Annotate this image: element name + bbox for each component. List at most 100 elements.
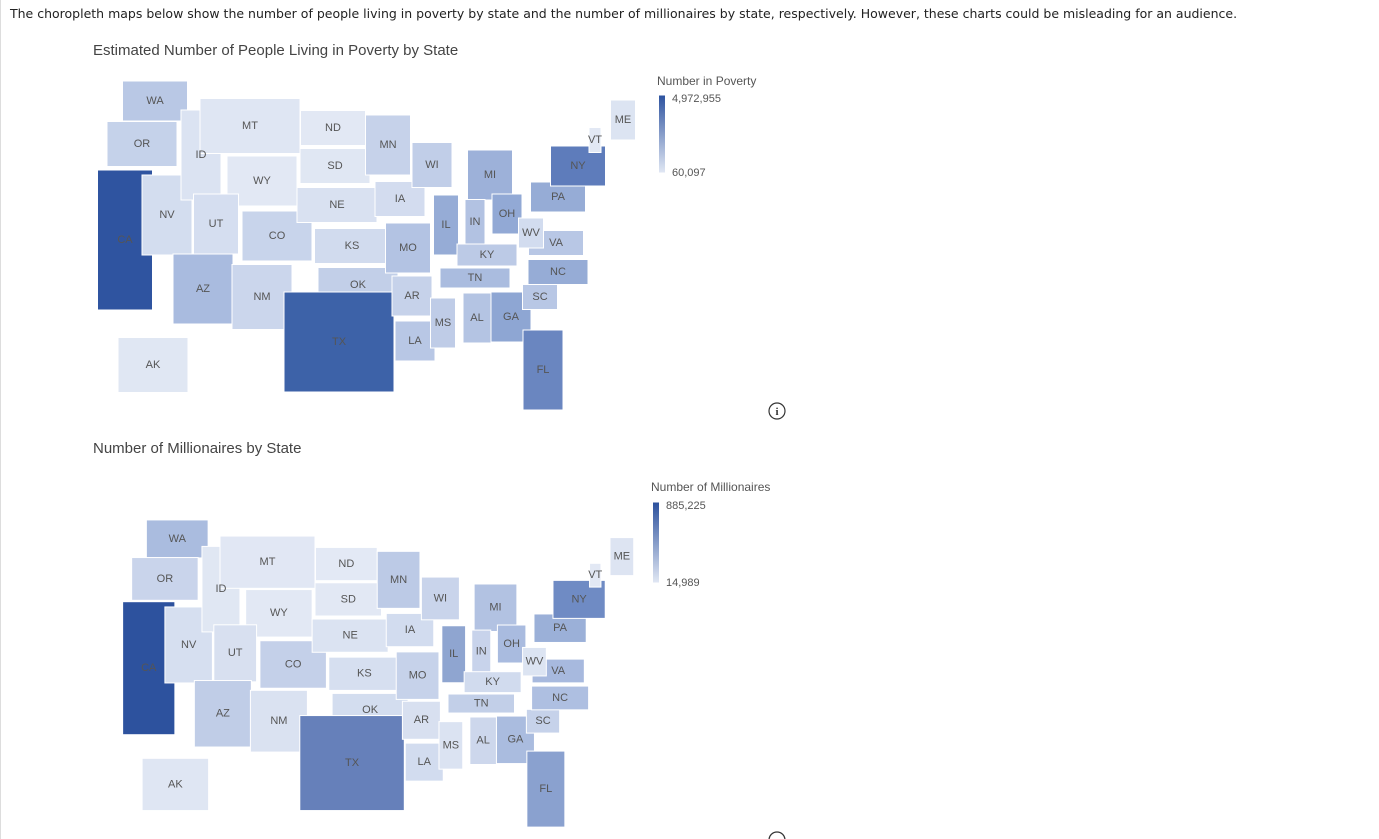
choropleth-map: Number of Millionaires by State WA OR CA NV I… — [93, 440, 770, 828]
state-shape — [365, 114, 411, 176]
state-label: OK — [362, 704, 379, 716]
state-shape — [411, 142, 453, 188]
state-shape — [522, 646, 547, 677]
state-label: ND — [338, 558, 354, 570]
state-label: NE — [329, 199, 344, 211]
map-title: Estimated Number of People Living in Pov… — [93, 42, 458, 59]
state-shape — [462, 292, 492, 344]
state-shape — [249, 689, 308, 753]
state-label: NE — [343, 630, 358, 642]
state-shape — [438, 721, 464, 770]
state-shape — [496, 624, 527, 664]
state-label: ME — [615, 114, 632, 126]
state-shape — [456, 243, 518, 267]
state-label: ME — [614, 551, 631, 563]
state-shape — [145, 519, 209, 559]
state-label: MT — [260, 556, 276, 568]
state-shape — [404, 742, 444, 782]
state-shape — [589, 562, 602, 588]
choropleth-map: Estimated Number of People Living in Pov… — [93, 42, 756, 411]
state-label: WY — [270, 607, 288, 619]
state-shape — [199, 98, 301, 154]
state-label: OH — [499, 208, 516, 220]
state-label: NV — [159, 209, 175, 221]
state-shape — [314, 228, 390, 264]
state-label: SD — [327, 160, 342, 172]
svg-text:i: i — [775, 406, 778, 418]
state-label: ND — [325, 122, 341, 134]
state-label: SD — [341, 593, 356, 605]
state-shape — [283, 291, 395, 393]
state-shape — [376, 550, 421, 609]
state-label: CO — [285, 658, 302, 670]
legend-title: Number in Poverty — [657, 74, 756, 88]
state-label: WA — [169, 533, 187, 545]
state-shape — [473, 583, 518, 632]
state-shape — [328, 656, 401, 691]
state-shape — [491, 193, 523, 235]
state-label: VT — [588, 134, 602, 146]
state-label: AL — [476, 735, 489, 747]
state-label: VT — [588, 569, 602, 581]
state-shape — [122, 80, 188, 122]
state-label: UT — [209, 218, 224, 230]
state-label: MI — [489, 602, 501, 614]
state-shape — [193, 193, 239, 255]
state-label: WI — [425, 159, 438, 171]
state-shape — [300, 110, 366, 146]
state-label: FL — [537, 364, 550, 376]
state-label: CA — [117, 234, 133, 246]
state-shape — [395, 651, 440, 700]
state-label: NC — [550, 266, 566, 278]
state-label: KY — [485, 676, 500, 688]
state-shape — [588, 127, 602, 153]
state-shape — [420, 576, 460, 621]
state-shape — [527, 259, 589, 285]
info-icon[interactable]: i — [768, 402, 786, 420]
state-shape — [231, 264, 293, 330]
state-shape — [463, 671, 522, 694]
state-shape — [522, 329, 564, 411]
state-shape — [430, 297, 456, 349]
state-shape — [441, 625, 467, 684]
state-shape — [401, 700, 441, 740]
state-label: WV — [526, 656, 544, 668]
state-label: SC — [532, 291, 547, 303]
state-shape — [526, 750, 566, 828]
state-shape — [609, 537, 635, 577]
legend-min-label: 14,989 — [666, 577, 700, 589]
state-label: NC — [552, 692, 568, 704]
state-label: IA — [395, 193, 406, 205]
state-label: OR — [157, 573, 174, 585]
state-shape — [311, 618, 389, 653]
state-shape — [610, 99, 636, 141]
state-label: CA — [141, 662, 157, 674]
state-label: MO — [409, 670, 427, 682]
state-label: KS — [357, 668, 372, 680]
state-label: AZ — [216, 708, 230, 720]
state-label: TX — [332, 336, 347, 348]
state-shape — [193, 680, 252, 748]
state-shape — [469, 716, 497, 765]
state-shape — [385, 222, 431, 274]
state-label: WV — [522, 227, 540, 239]
state-label: IA — [405, 624, 416, 636]
state-label: NM — [253, 291, 270, 303]
state-label: IL — [441, 219, 450, 231]
state-shape — [299, 715, 405, 812]
state-label: NY — [570, 160, 586, 172]
legend-bar — [653, 503, 659, 582]
state-label: CO — [269, 230, 286, 242]
state-shape — [314, 546, 378, 582]
state-label: WY — [253, 175, 271, 187]
state-label: MN — [390, 574, 407, 586]
info-icon[interactable] — [768, 831, 786, 839]
state-label: NM — [270, 715, 287, 727]
state-label: IN — [476, 645, 487, 657]
state-shape — [314, 582, 382, 617]
state-label: MS — [443, 739, 460, 751]
state-shape — [467, 149, 513, 201]
state-label: MN — [379, 139, 396, 151]
state-label: MI — [484, 169, 496, 181]
